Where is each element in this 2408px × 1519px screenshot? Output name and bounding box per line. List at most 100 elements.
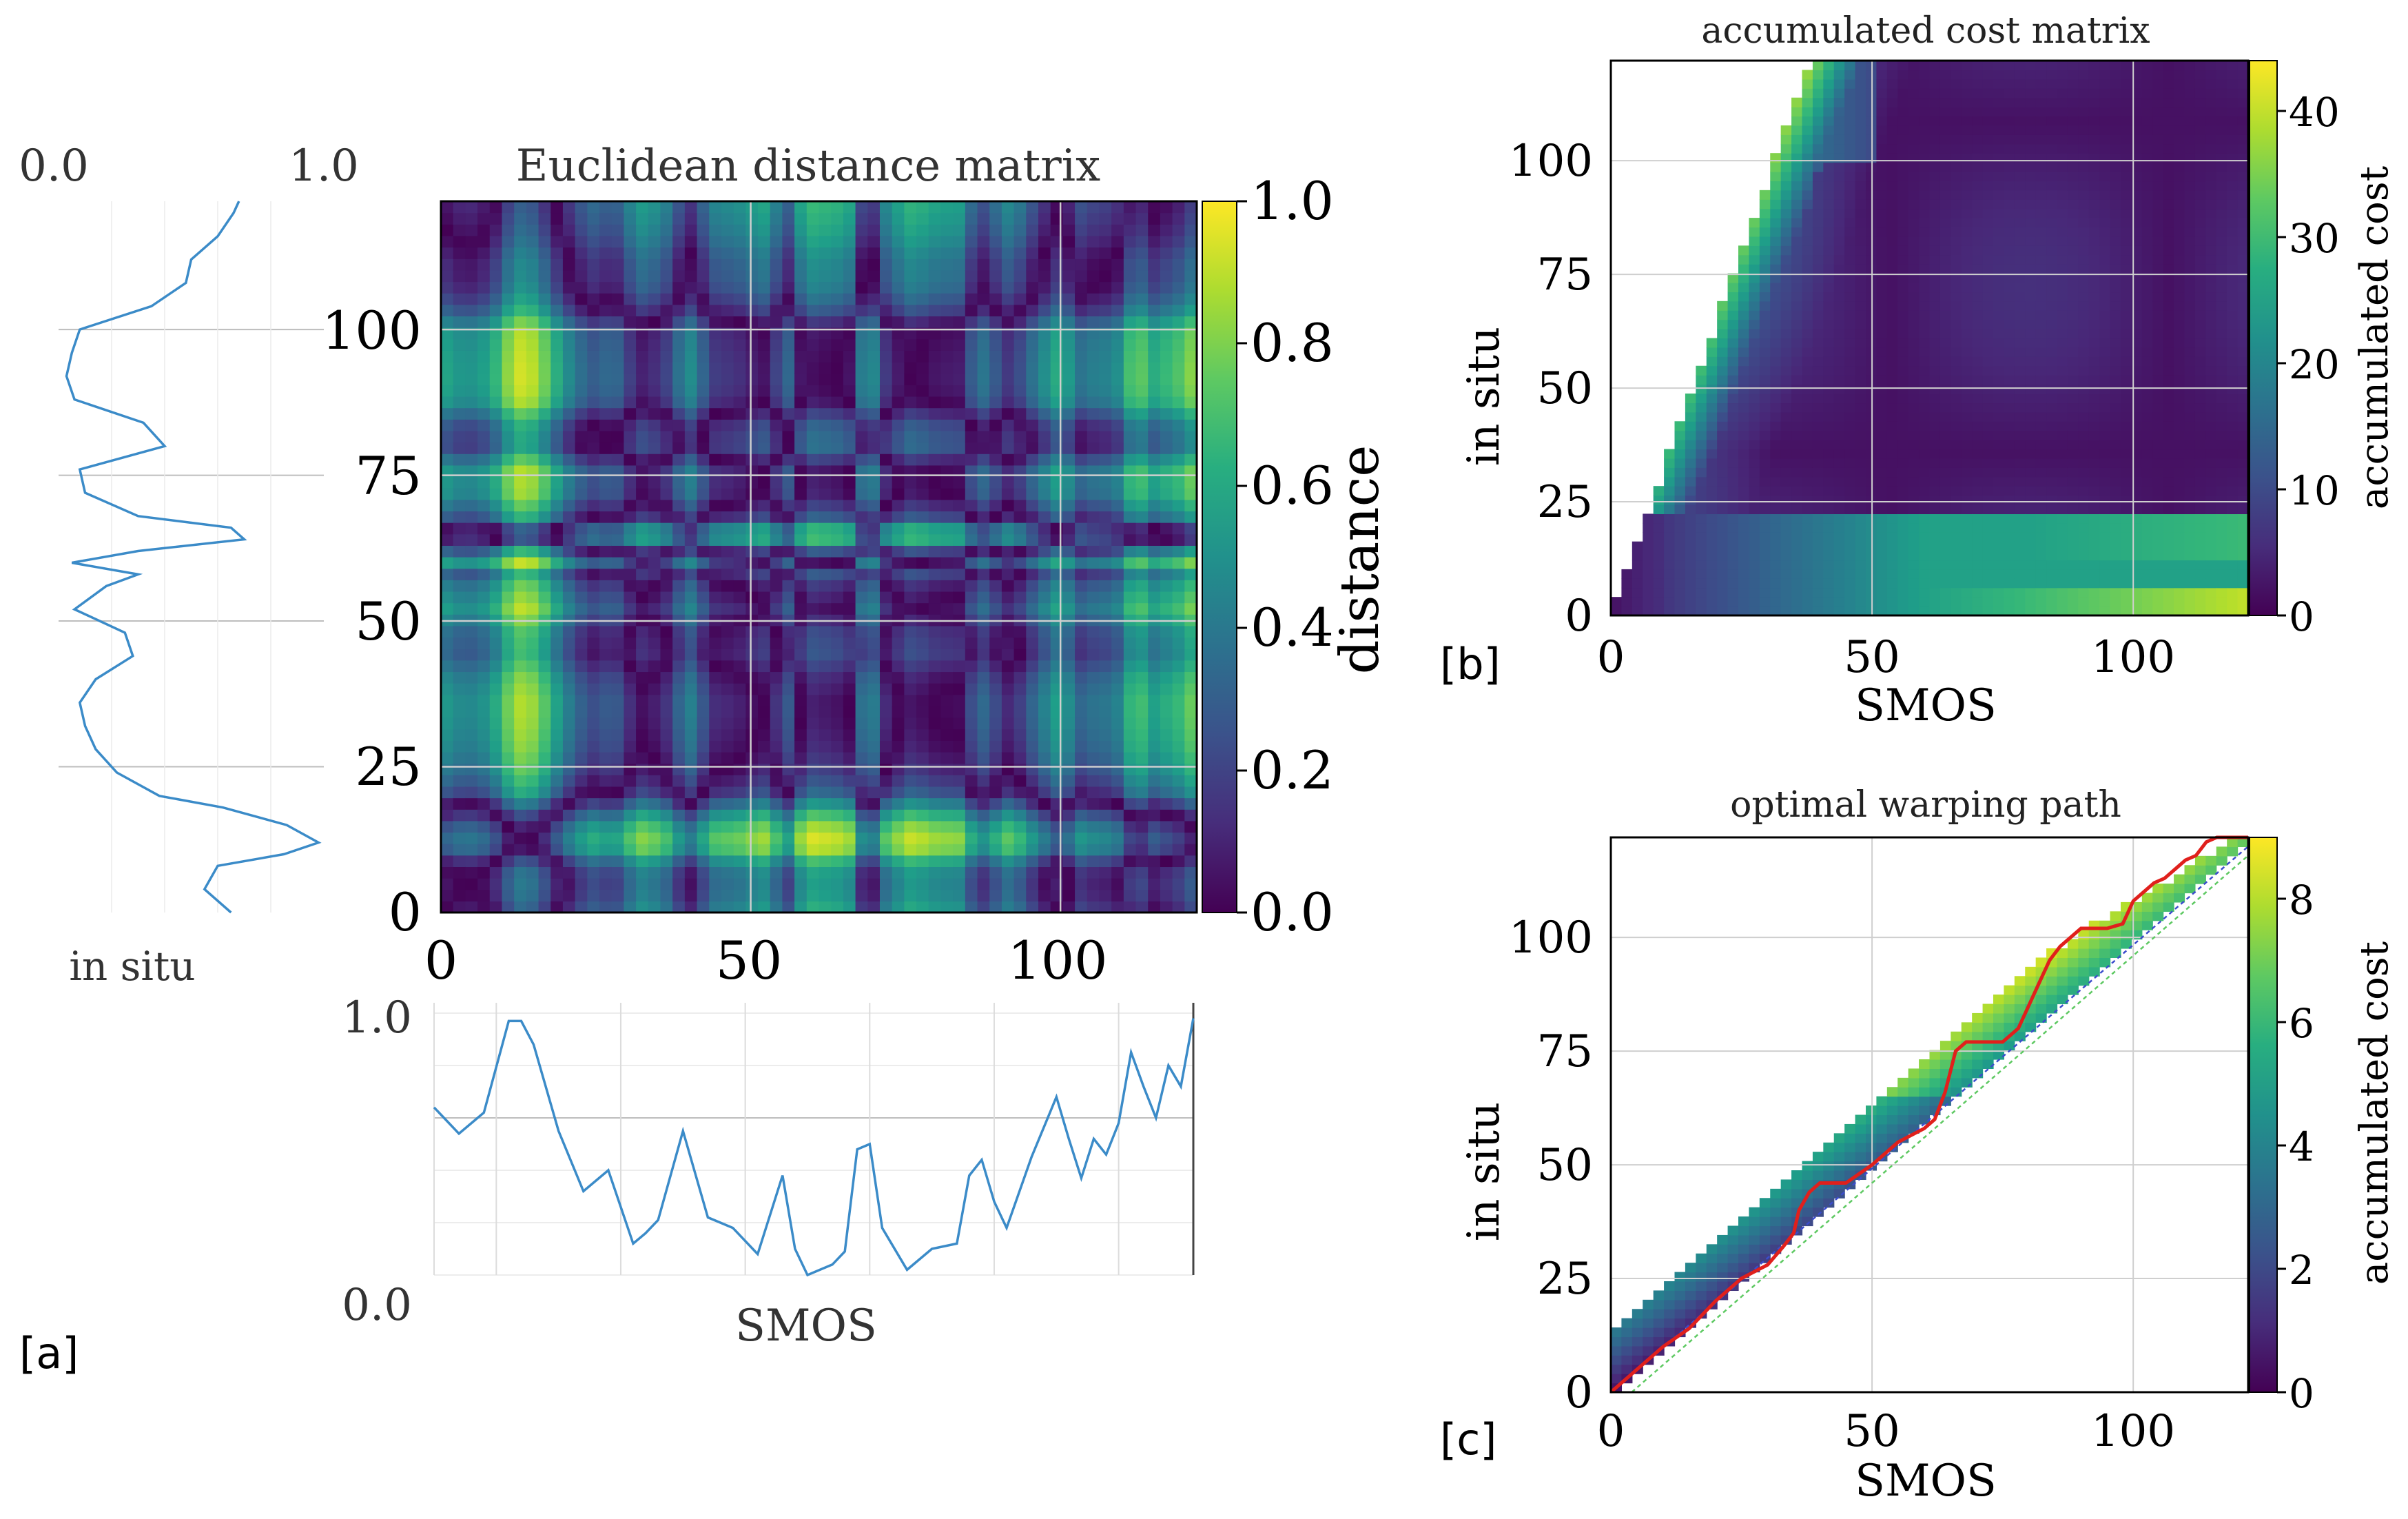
distance-cell: [636, 465, 649, 478]
cost-cell: [1876, 254, 1888, 265]
distance-cell: [648, 269, 661, 283]
cost-cell: [1876, 449, 1888, 459]
distance-cell: [892, 844, 905, 856]
distance-cell: [1062, 683, 1076, 695]
distance-cell: [648, 362, 661, 374]
distance-cell: [453, 442, 466, 454]
distance-cell: [514, 212, 527, 225]
cost-cell: [1833, 560, 1845, 570]
distance-cell: [1038, 580, 1051, 592]
distance-cell: [989, 235, 1002, 248]
distance-cell: [1148, 694, 1161, 706]
cost-cell: [1833, 236, 1845, 246]
distance-cell: [867, 820, 881, 833]
distance-cell: [709, 247, 722, 259]
distance-cell: [892, 591, 905, 604]
cost-cell: [1866, 587, 1877, 598]
distance-cell: [550, 683, 564, 695]
distance-cell: [550, 706, 564, 718]
cost-cell: [1749, 236, 1760, 246]
distance-cell: [538, 763, 551, 775]
distance-cell: [916, 499, 929, 512]
cost-cell: [1717, 569, 1729, 579]
distance-cell: [599, 545, 613, 558]
distance-cell: [965, 717, 978, 730]
distance-cell: [843, 545, 856, 558]
distance-cell: [1075, 844, 1088, 856]
distance-cell: [1160, 522, 1173, 535]
distance-cell: [867, 304, 881, 317]
cost-cell: [1780, 513, 1792, 524]
cost-cell: [1886, 162, 1898, 172]
distance-cell: [733, 786, 746, 799]
distance-cell: [611, 706, 624, 718]
distance-cell: [1172, 568, 1185, 580]
distance-cell: [502, 878, 515, 890]
distance-cell: [904, 212, 917, 225]
distance-cell: [1013, 488, 1027, 500]
cost-cell: [1738, 264, 1750, 274]
distance-cell: [526, 499, 539, 512]
distance-cell: [1001, 591, 1015, 604]
distance-cell: [977, 901, 990, 913]
cost-cell: [1802, 375, 1813, 385]
distance-cell: [758, 269, 771, 283]
distance-cell: [660, 878, 673, 890]
distance-cell: [441, 362, 454, 374]
distance-cell: [940, 396, 954, 409]
distance-cell: [1172, 717, 1185, 730]
distance-cell: [867, 602, 881, 615]
distance-cell: [758, 660, 771, 673]
cost-cell: [1812, 347, 1824, 357]
distance-cell: [599, 625, 613, 638]
distance-cell: [1184, 350, 1197, 363]
distance-cell: [660, 465, 673, 478]
distance-cell: [709, 476, 722, 489]
distance-cell: [831, 866, 844, 879]
distance-cell: [721, 878, 734, 890]
distance-cell: [477, 499, 491, 512]
cost-cell: [1727, 319, 1739, 329]
cost-cell: [1749, 384, 1760, 394]
distance-cell: [1135, 362, 1149, 374]
distance-cell: [1184, 775, 1197, 787]
distance-cell: [550, 901, 564, 913]
distance-cell: [819, 740, 832, 753]
distance-cell: [660, 545, 673, 558]
cost-cell: [1802, 402, 1813, 413]
distance-cell: [526, 649, 539, 661]
distance-cell: [624, 499, 637, 512]
distance-cell: [977, 511, 990, 523]
distance-cell: [453, 683, 466, 695]
cost-cell: [1812, 578, 1824, 589]
distance-cell: [709, 775, 722, 787]
cost-cell: [1823, 606, 1835, 616]
distance-cell: [489, 751, 503, 764]
cost-cell: [1780, 208, 1792, 218]
cost-cell: [1855, 394, 1866, 404]
distance-cell: [794, 419, 807, 431]
distance-cell: [916, 568, 929, 580]
distance-cell: [867, 797, 881, 810]
distance-cell: [916, 728, 929, 741]
distance-cell: [477, 820, 491, 833]
cost-cell: [1886, 107, 1898, 117]
distance-cell: [867, 625, 881, 638]
distance-cell: [441, 580, 454, 592]
distance-cell: [819, 855, 832, 868]
cost-cell: [1706, 513, 1718, 524]
cost-cell: [1876, 283, 1888, 293]
distance-cell: [1160, 396, 1173, 409]
distance-cell: [611, 442, 624, 454]
distance-cell: [1001, 442, 1015, 454]
cost-cell: [1844, 319, 1856, 329]
distance-cell: [1099, 786, 1112, 799]
distance-cell: [733, 316, 746, 328]
distance-cell: [831, 557, 844, 569]
distance-cell: [441, 407, 454, 420]
cost-cell: [1770, 329, 1782, 339]
distance-cell: [1038, 557, 1051, 569]
distance-cell: [684, 269, 698, 283]
distance-cell: [1123, 649, 1137, 661]
distance-cell: [624, 580, 637, 592]
